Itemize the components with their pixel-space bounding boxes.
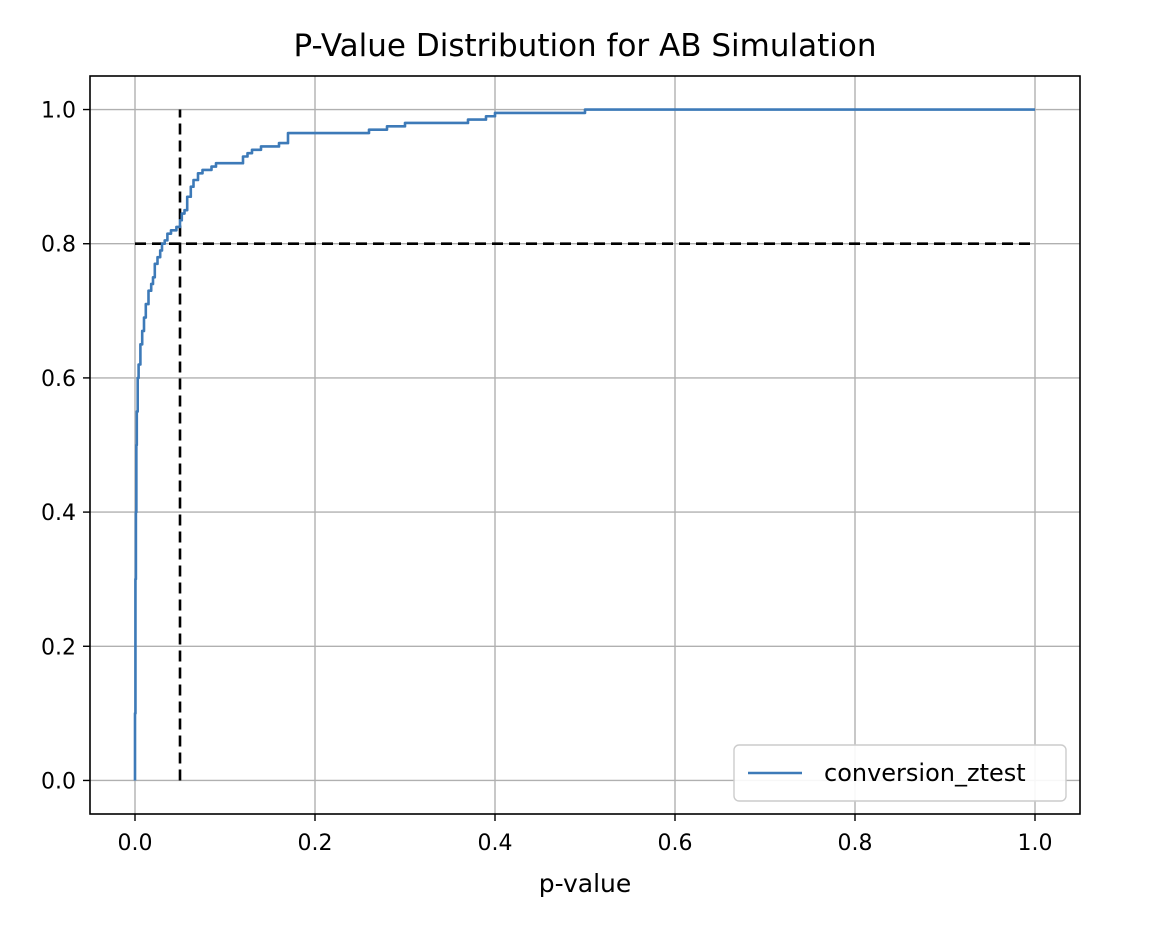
y-tick-label: 0.6 [41, 367, 76, 392]
legend: conversion_ztest [733, 744, 1067, 802]
y-tick-label: 0.0 [41, 769, 76, 794]
x-tick-label: 1.0 [1018, 831, 1053, 856]
x-tick-label: 0.8 [838, 831, 873, 856]
x-tick-label: 0.0 [118, 831, 153, 856]
reference-lines [135, 109, 1035, 781]
legend-box [733, 744, 1067, 802]
chart-title: P-Value Distribution for AB Simulation [293, 28, 876, 64]
series-line-conversion-ztest [133, 108, 1035, 781]
grid-layer [90, 76, 1080, 814]
plot-frame [89, 75, 1081, 815]
y-tick-label: 0.4 [41, 501, 76, 526]
x-tick-label: 0.4 [478, 831, 513, 856]
tick-layer: 0.0 0.2 0.4 0.6 0.8 1.0 0.0 0.2 0.4 0.6 0.8 1.0 [41, 99, 1053, 856]
y-tick-label: 1.0 [41, 99, 76, 124]
x-tick-label: 0.2 [298, 831, 333, 856]
y-tick-label: 0.8 [41, 233, 76, 258]
x-axis-label: p-value [539, 869, 632, 898]
x-tick-label: 0.6 [658, 831, 693, 856]
series-layer [133, 108, 1035, 781]
legend-label: conversion_ztest [824, 759, 1026, 787]
y-tick-label: 0.2 [41, 635, 76, 660]
